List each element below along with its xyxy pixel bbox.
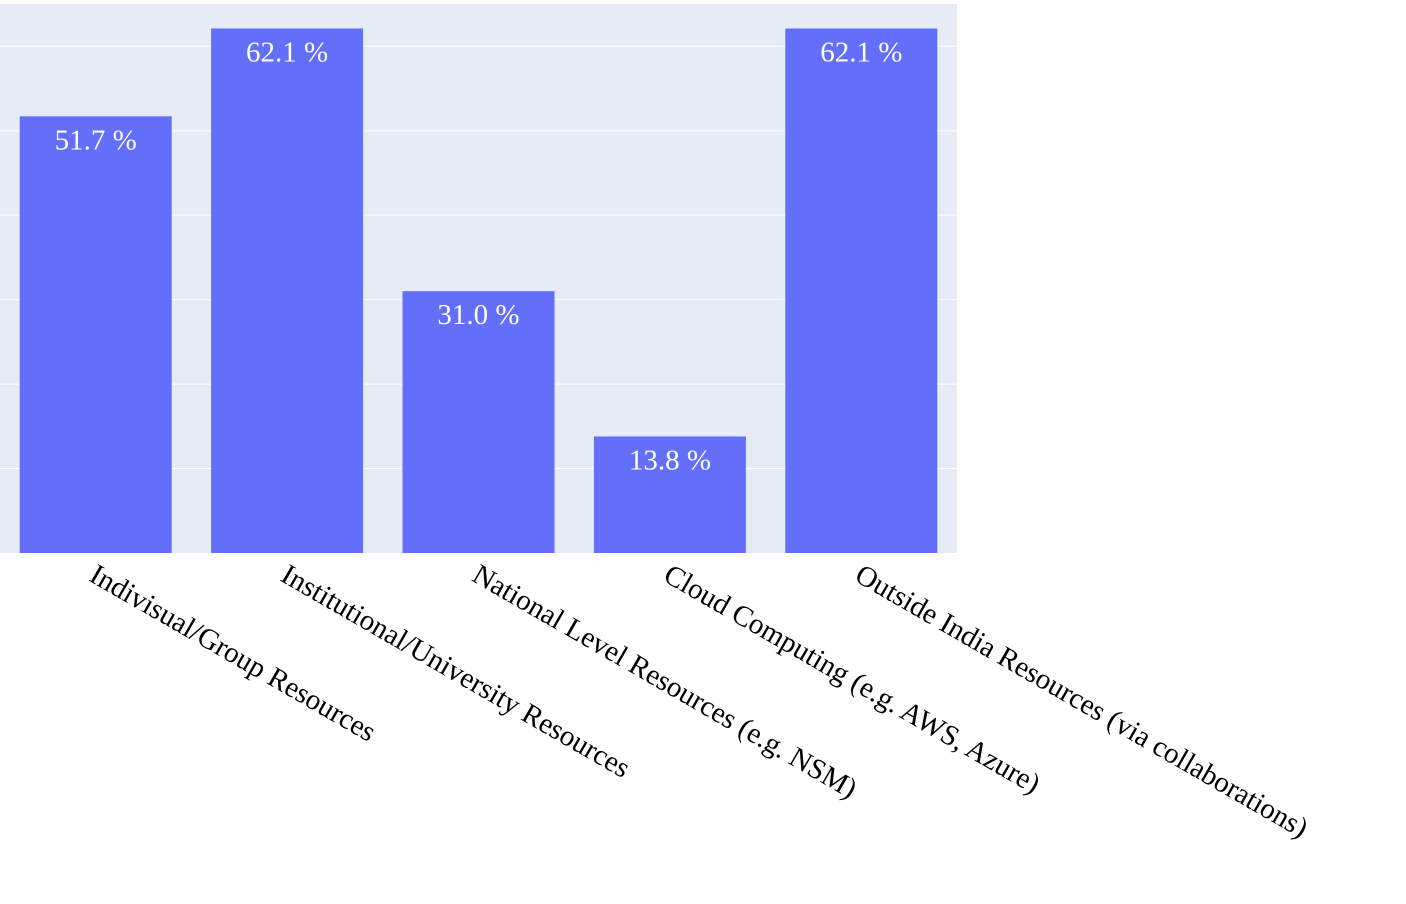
data-labels: 51.7 % 62.1 % 31.0 % 13.8 % 62.1 %: [55, 36, 903, 476]
bar-value-label: 62.1 %: [246, 36, 328, 68]
x-tick-label: National Level Resources (e.g. NSM): [467, 558, 862, 805]
bar-value-label: 51.7 %: [55, 124, 137, 156]
x-tick-label: Institutional/University Resources: [276, 558, 636, 784]
x-tick-label: Cloud Computing (e.g. AWS, Azure): [658, 558, 1045, 800]
bar: [785, 28, 938, 554]
bar: [211, 28, 364, 554]
x-tick-labels: Indivisual/Group ResourcesInstitutional/…: [84, 558, 1313, 844]
bar: [19, 116, 172, 553]
bar-value-label: 13.8 %: [629, 444, 711, 476]
bars: [19, 28, 938, 554]
bar-value-label: 31.0 %: [437, 299, 519, 331]
bar-value-label: 62.1 %: [820, 36, 902, 68]
bar: [593, 436, 746, 553]
bar: [402, 291, 555, 553]
